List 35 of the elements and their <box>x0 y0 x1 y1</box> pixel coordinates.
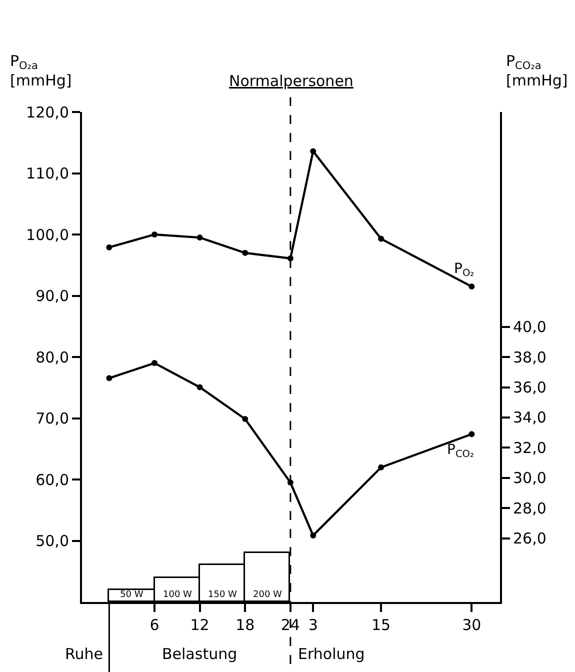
series-label: P$_{CO₂}$ <box>447 442 474 460</box>
x-tick-label: 12 <box>190 616 210 634</box>
y2-tick-label: 28,0 <box>513 499 546 518</box>
y2-tick-label: 26,0 <box>513 530 546 548</box>
series-label: P$_{O₂}$ <box>454 261 474 279</box>
y-tick-label: 90,0 <box>36 287 69 305</box>
y-tick-label: 80,0 <box>36 348 69 366</box>
text: Belastung <box>162 645 238 663</box>
annotation: 100 W <box>163 590 192 600</box>
chart-title: Normalpersonen <box>229 72 354 90</box>
annotation: 50 W <box>120 590 144 600</box>
y2-tick-label: 36,0 <box>513 378 546 396</box>
x-tick-label: 15 <box>372 616 391 634</box>
y-tick-label: 60,0 <box>36 470 69 489</box>
text: Ruhe <box>65 645 103 663</box>
x-tick-label: 30 <box>462 616 482 634</box>
text: Erholung <box>298 645 365 663</box>
y2-tick-label: 38,0 <box>513 348 546 366</box>
annotation: 150 W <box>208 590 238 600</box>
x-tick-label: 6 <box>150 616 160 634</box>
y2-axis-title: P$_{CO₂a}$ [mmHg] <box>506 52 568 90</box>
y-tick-label: 70,0 <box>36 410 69 428</box>
y2-tick-label: 32,0 <box>513 438 546 457</box>
y2-tick-label: 34,0 <box>513 408 546 427</box>
y-tick-label: 50,0 <box>36 532 69 550</box>
x-tick-label: 3 <box>308 616 318 634</box>
annotation: 200 W <box>253 590 282 600</box>
y-axis-title: P$_{O₂a}$ [mmHg] <box>10 52 72 90</box>
x-tick-label: 24 <box>280 616 300 634</box>
y2-tick-label: 40,0 <box>513 318 546 336</box>
y2-tick-label: 30,0 <box>513 469 546 488</box>
y-tick-label: 110,0 <box>26 164 69 182</box>
x-tick-label: 18 <box>236 616 255 634</box>
y-tick-label: 120,0 <box>26 103 69 122</box>
y-tick-label: 100,0 <box>26 226 69 244</box>
